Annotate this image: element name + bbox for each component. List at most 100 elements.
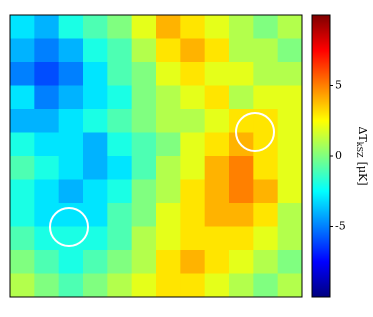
heatmap-cell bbox=[253, 179, 279, 204]
heatmap-cell bbox=[107, 250, 133, 274]
heatmap-cell bbox=[253, 156, 279, 180]
heatmap-cell bbox=[180, 203, 206, 227]
heatmap-cell bbox=[10, 203, 35, 227]
heatmap-cell bbox=[204, 132, 230, 157]
heatmap-cell bbox=[34, 179, 60, 204]
heatmap-cell bbox=[229, 15, 254, 39]
heatmap-cell bbox=[107, 109, 133, 133]
heatmap-cell bbox=[58, 132, 84, 157]
colorbar-label: ΔTkSZ [μK] bbox=[355, 126, 369, 185]
heatmap-cell bbox=[58, 62, 84, 86]
heatmap-cell bbox=[229, 179, 254, 204]
heatmap-cell bbox=[229, 203, 254, 227]
heatmap-cell bbox=[156, 179, 181, 204]
heatmap bbox=[10, 15, 303, 298]
heatmap-cell bbox=[10, 250, 35, 274]
heatmap-cell bbox=[277, 226, 303, 251]
heatmap-cell bbox=[10, 156, 35, 180]
heatmap-cell bbox=[83, 109, 108, 133]
heatmap-cell bbox=[156, 109, 181, 133]
colorbar-tick-label: 0 bbox=[335, 149, 342, 162]
heatmap-cell bbox=[156, 273, 181, 298]
heatmap-cell bbox=[253, 226, 279, 251]
heatmap-cell bbox=[107, 156, 133, 180]
label-main: ΔT bbox=[356, 126, 369, 142]
heatmap-cell bbox=[107, 62, 133, 86]
colorbar-tick-label: -5 bbox=[335, 220, 346, 233]
label-sub: kSZ bbox=[355, 142, 364, 158]
heatmap-cell bbox=[204, 85, 230, 110]
heatmap-cell bbox=[180, 273, 206, 298]
heatmap-cell bbox=[180, 132, 206, 157]
heatmap-cell bbox=[204, 38, 230, 63]
heatmap-cell bbox=[10, 62, 35, 86]
heatmap-cell bbox=[277, 250, 303, 274]
heatmap-cell bbox=[83, 179, 108, 204]
heatmap-cell bbox=[131, 250, 157, 274]
heatmap-cell bbox=[204, 179, 230, 204]
heatmap-cell bbox=[229, 62, 254, 86]
heatmap-cell bbox=[131, 85, 157, 110]
heatmap-cell bbox=[180, 179, 206, 204]
heatmap-cell bbox=[131, 132, 157, 157]
heatmap-cell bbox=[10, 179, 35, 204]
heatmap-cell bbox=[229, 250, 254, 274]
map-frame bbox=[9, 14, 303, 298]
heatmap-cell bbox=[277, 15, 303, 39]
heatmap-cell bbox=[131, 62, 157, 86]
heatmap-cell bbox=[180, 250, 206, 274]
heatmap-cell bbox=[253, 203, 279, 227]
heatmap-cell bbox=[34, 62, 60, 86]
heatmap-cell bbox=[156, 38, 181, 63]
heatmap-cell bbox=[204, 156, 230, 180]
heatmap-cell bbox=[131, 273, 157, 298]
heatmap-cell bbox=[58, 109, 84, 133]
heatmap-cell bbox=[277, 38, 303, 63]
heatmap-cell bbox=[180, 85, 206, 110]
heatmap-cell bbox=[83, 62, 108, 86]
heatmap-cell bbox=[10, 109, 35, 133]
highlight-circle bbox=[49, 207, 89, 247]
heatmap-cell bbox=[253, 15, 279, 39]
heatmap-cell bbox=[131, 109, 157, 133]
heatmap-cell bbox=[204, 203, 230, 227]
heatmap-cell bbox=[277, 85, 303, 110]
heatmap-cell bbox=[34, 273, 60, 298]
heatmap-cell bbox=[277, 62, 303, 86]
heatmap-cell bbox=[277, 132, 303, 157]
heatmap-cell bbox=[58, 38, 84, 63]
heatmap-cell bbox=[180, 156, 206, 180]
heatmap-cell bbox=[83, 250, 108, 274]
heatmap-cell bbox=[58, 273, 84, 298]
heatmap-cell bbox=[180, 15, 206, 39]
label-unit: [μK] bbox=[356, 162, 369, 186]
heatmap-cell bbox=[34, 85, 60, 110]
heatmap-cell bbox=[253, 62, 279, 86]
heatmap-cell bbox=[229, 85, 254, 110]
heatmap-cell bbox=[34, 156, 60, 180]
heatmap-cell bbox=[10, 132, 35, 157]
heatmap-cell bbox=[131, 226, 157, 251]
heatmap-cell bbox=[58, 226, 84, 251]
heatmap-cell bbox=[277, 273, 303, 298]
heatmap-cell bbox=[204, 15, 230, 39]
heatmap-cell bbox=[10, 85, 35, 110]
heatmap-cell bbox=[156, 62, 181, 86]
heatmap-cell bbox=[58, 250, 84, 274]
heatmap-cell bbox=[156, 85, 181, 110]
heatmap-cell bbox=[107, 226, 133, 251]
heatmap-cell bbox=[204, 226, 230, 251]
heatmap-cell bbox=[107, 85, 133, 110]
heatmap-cell bbox=[58, 203, 84, 227]
heatmap-cell bbox=[277, 156, 303, 180]
heatmap-cell bbox=[277, 179, 303, 204]
heatmap-cell bbox=[58, 15, 84, 39]
heatmap-cell bbox=[58, 85, 84, 110]
heatmap-cell bbox=[107, 179, 133, 204]
heatmap-cell bbox=[180, 109, 206, 133]
heatmap-cell bbox=[10, 38, 35, 63]
heatmap-cell bbox=[107, 273, 133, 298]
heatmap-cell bbox=[131, 38, 157, 63]
heatmap-cell bbox=[34, 109, 60, 133]
